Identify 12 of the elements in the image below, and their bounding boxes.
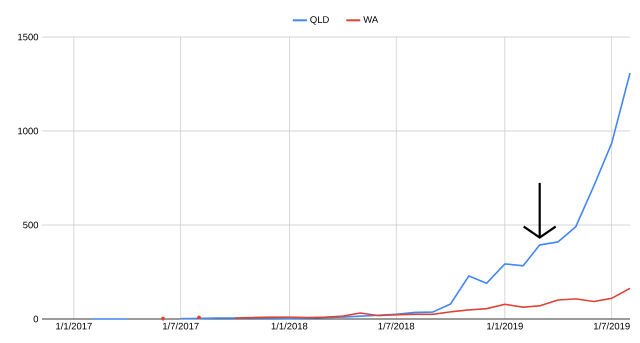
legend-label: WA <box>363 16 378 23</box>
y-tick-label: 500 <box>23 222 38 228</box>
legend-label: QLD <box>310 16 329 25</box>
y-tick-label: 1000 <box>18 128 38 134</box>
x-tick-label: 1/7/2017 <box>163 322 199 330</box>
x-tick-label: 1/1/2019 <box>487 322 523 330</box>
y-tick-label: 1500 <box>18 34 38 40</box>
x-tick-label: 1/1/2018 <box>272 322 308 330</box>
x-tick-label: 1/7/2018 <box>378 322 414 330</box>
x-tick-label: 1/1/2017 <box>56 322 92 330</box>
x-tick-label: 1/7/2019 <box>594 322 630 330</box>
y-tick-label: 0 <box>34 316 38 322</box>
